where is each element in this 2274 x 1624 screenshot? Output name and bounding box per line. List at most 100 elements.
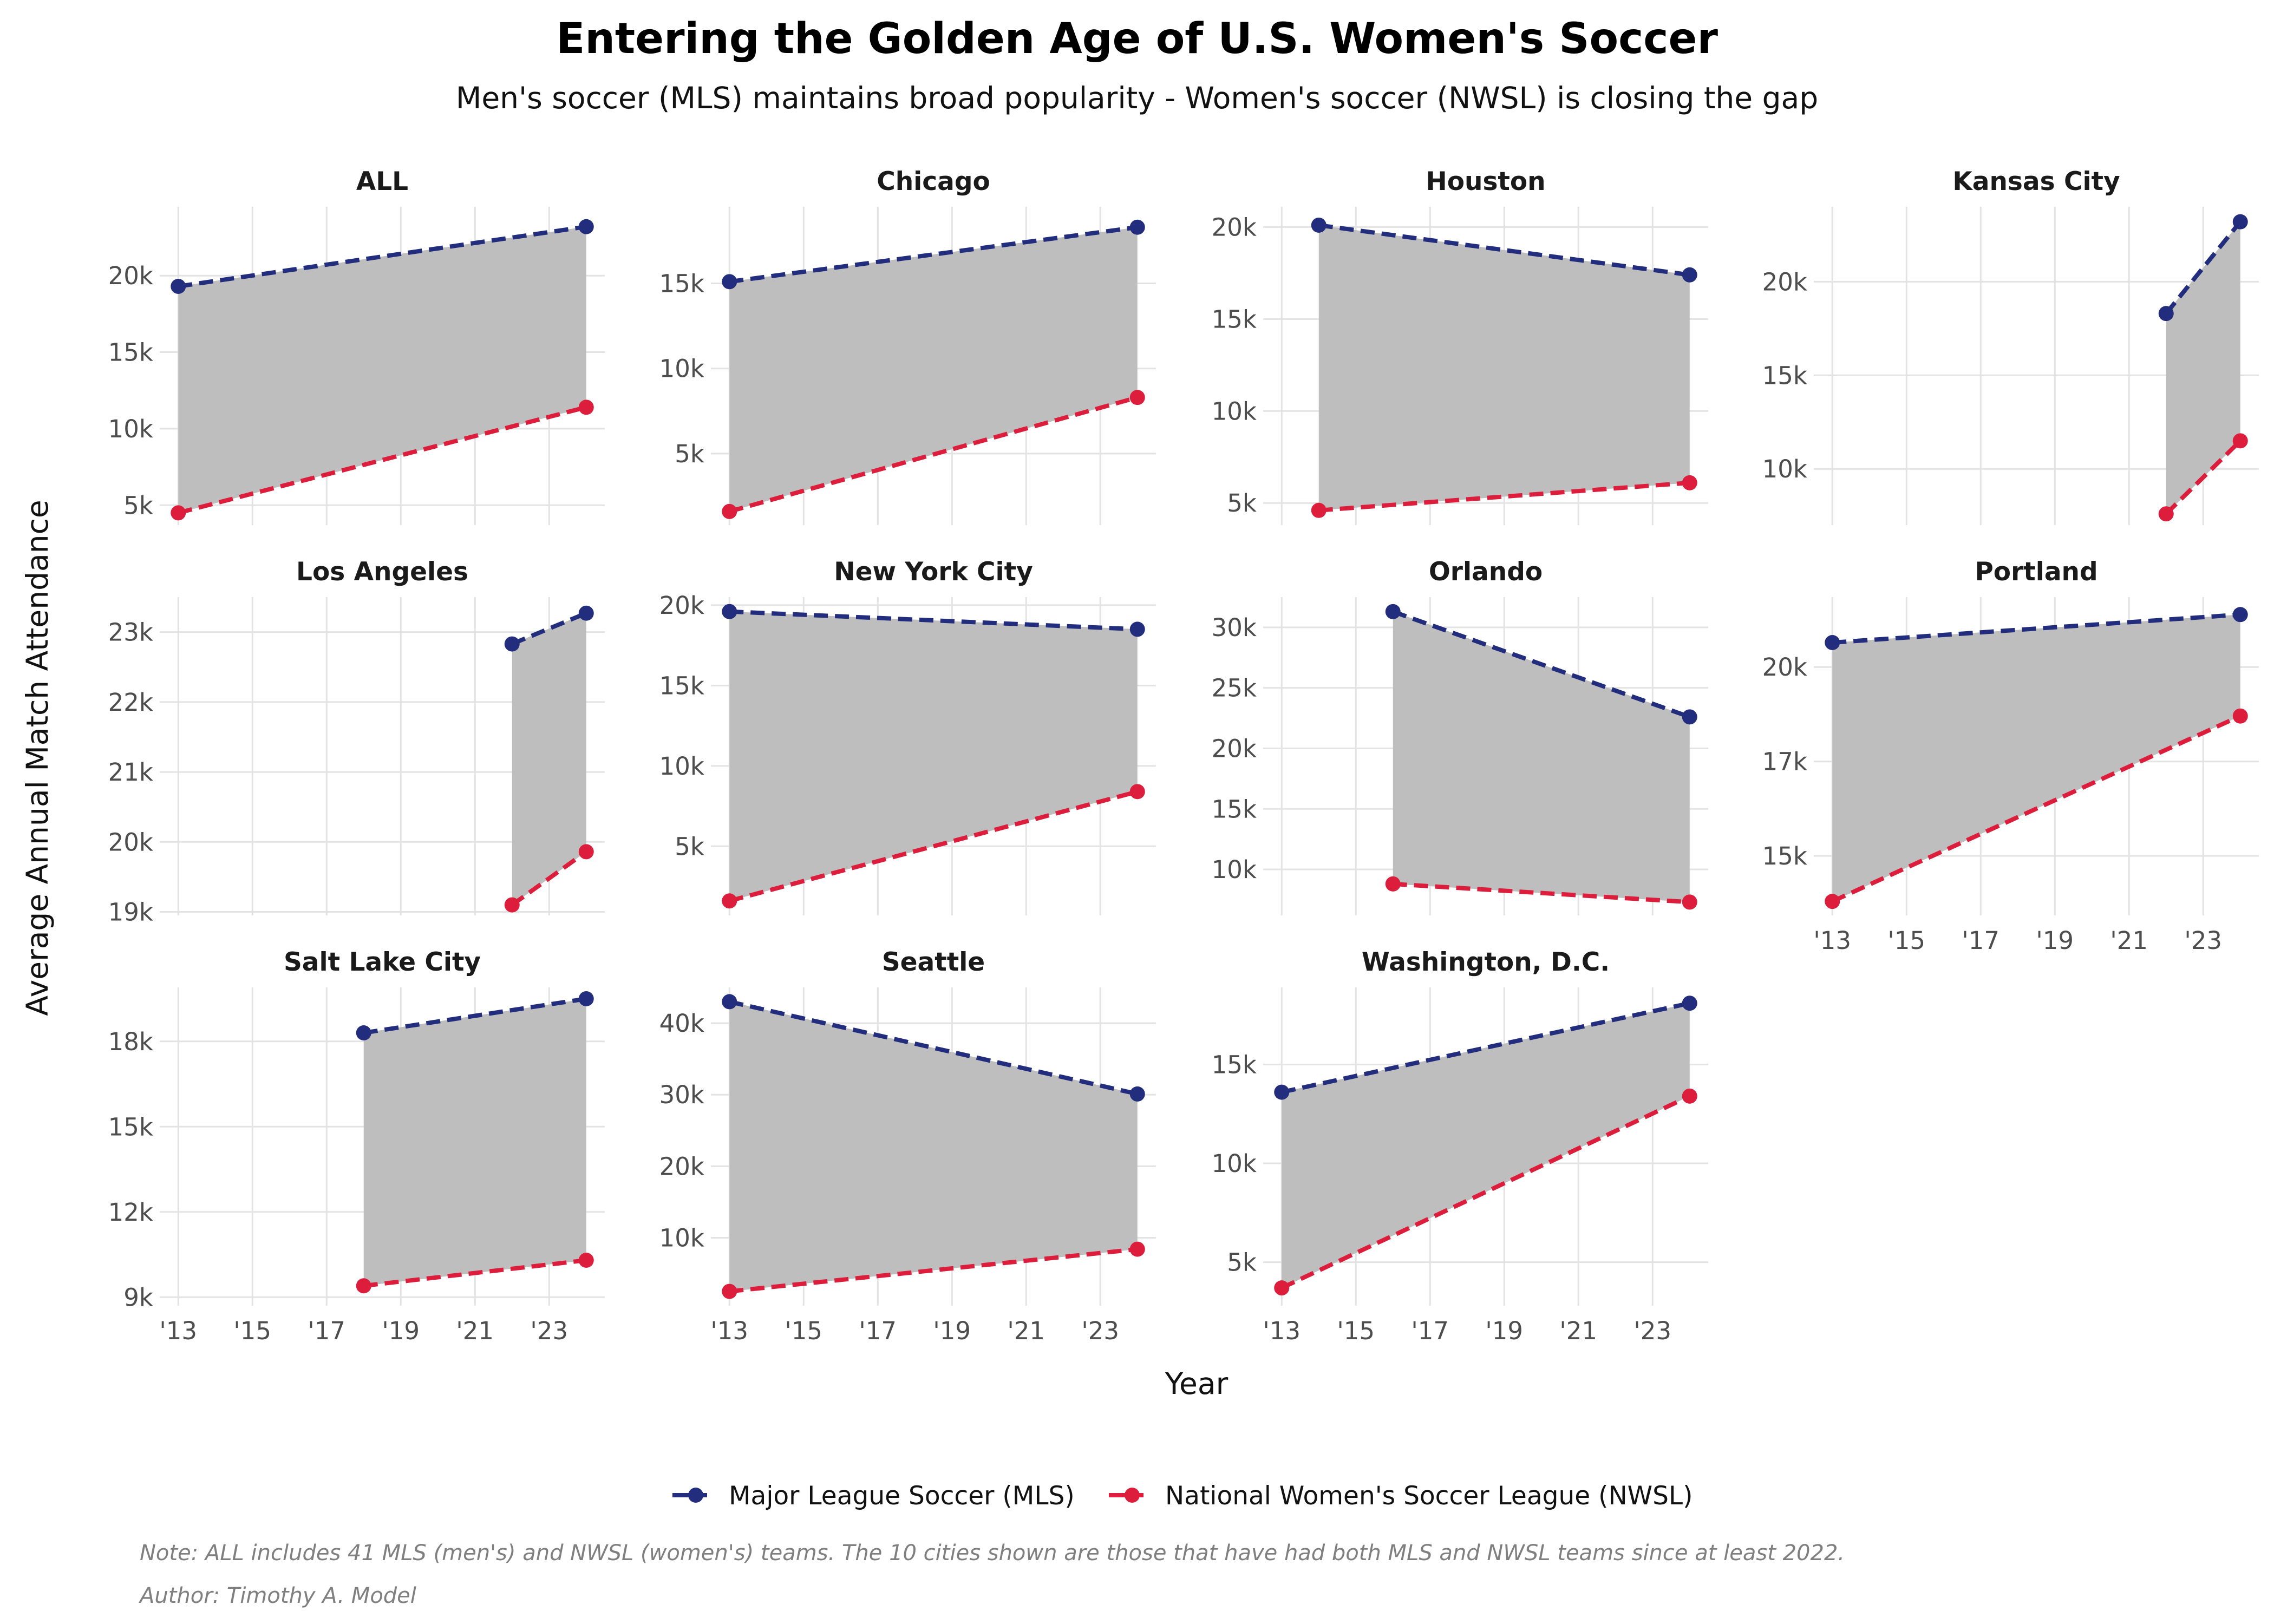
mls-point-kansas-city <box>2158 306 2174 322</box>
gap-area-new-york-city <box>729 611 1138 901</box>
nwsl-line-chicago <box>729 395 1138 514</box>
mls-point-washington-d-c <box>1274 1084 1290 1100</box>
x-tick-label: '19 <box>933 1317 971 1345</box>
y-tick-label: 17k <box>1762 748 1807 776</box>
y-tick-label: 9k <box>123 1283 153 1312</box>
gap-area-salt-lake-city <box>363 999 586 1286</box>
nwsl-point-orlando <box>1682 894 1697 910</box>
x-tick-label: '21 <box>456 1317 494 1345</box>
y-tick-label: 15k <box>1762 361 1807 390</box>
nwsl-point-washington-d-c <box>1274 1280 1290 1296</box>
nwsl-line-all <box>178 405 587 515</box>
y-tick-label: 25k <box>1212 674 1257 703</box>
facet-title-orlando: Orlando <box>1429 557 1543 587</box>
y-tick-label: 20k <box>108 828 153 856</box>
nwsl-point-kansas-city <box>2158 506 2174 522</box>
nwsl-line-orlando <box>1393 881 1690 905</box>
y-tick-label: 23k <box>108 618 153 647</box>
mls-point-salt-lake-city <box>578 991 594 1006</box>
y-axis-title: Average Annual Match Attendance <box>20 500 55 1016</box>
mls-line-washington-d-c <box>1281 1001 1690 1095</box>
y-tick-label: 15k <box>108 1112 153 1141</box>
mls-line-salt-lake-city <box>363 997 587 1035</box>
nwsl-point-salt-lake-city <box>356 1278 371 1294</box>
y-tick-label: 15k <box>108 338 153 367</box>
gap-area-seattle <box>729 1001 1138 1292</box>
nwsl-point-houston <box>1682 475 1697 490</box>
panel-kansas-city: Kansas City 10k 15k 20k <box>1762 167 2259 525</box>
mls-point-all <box>578 219 594 234</box>
nwsl-point-washington-d-c <box>1682 1088 1697 1104</box>
y-tick-label: 15k <box>659 269 704 298</box>
x-tick-label: '23 <box>2184 926 2222 955</box>
legend-point-key <box>688 1488 703 1503</box>
mls-line-chicago <box>729 225 1138 284</box>
mls-point-washington-d-c <box>1682 996 1697 1011</box>
gap-area-portland <box>1832 614 2240 902</box>
nwsl-line-kansas-city <box>2164 439 2242 516</box>
nwsl-point-los-angeles <box>578 844 594 860</box>
x-tick-label: '15 <box>785 1317 822 1345</box>
x-tick-label: '13 <box>710 1317 748 1345</box>
y-tick-label: 12k <box>108 1198 153 1227</box>
mls-point-los-angeles <box>504 636 520 652</box>
y-tick-label: 5k <box>1227 1248 1257 1277</box>
nwsl-line-salt-lake-city <box>363 1258 587 1288</box>
legend-label: National Women's Soccer League (NWSL) <box>1165 1481 1693 1511</box>
mls-line-seattle <box>729 999 1138 1096</box>
nwsl-line-washington-d-c <box>1280 1094 1691 1290</box>
y-tick-label: 21k <box>108 758 153 787</box>
x-tick-label: '17 <box>308 1317 345 1345</box>
mls-point-seattle <box>722 994 737 1010</box>
y-tick-label: 20k <box>1762 653 1807 682</box>
panel-washington-d-c: Washington, D.C. 5k 10k 15k '13 '15 '17 '19 '21 '… <box>1212 947 1708 1345</box>
x-tick-label: '17 <box>859 1317 897 1345</box>
y-tick-label: 15k <box>1212 795 1257 823</box>
y-tick-label: 5k <box>1227 489 1257 518</box>
x-tick-label: '19 <box>1485 1317 1523 1345</box>
x-tick-label: '13 <box>1813 926 1851 955</box>
x-tick-label: '23 <box>1633 1317 1671 1345</box>
x-tick-label: '21 <box>1007 1317 1045 1345</box>
facet-panels: ALL 5k 10k 15k 20k Chicago 5k 10k 15k Houston 5k 10… <box>108 167 2259 1345</box>
panel-salt-lake-city: Salt Lake City 9k 12k 15k 18k '13 '15 '17 '19 '21… <box>108 947 605 1345</box>
mls-point-all <box>171 279 186 294</box>
mls-point-new-york-city <box>722 604 737 619</box>
y-tick-label: 30k <box>659 1081 704 1109</box>
nwsl-line-seattle <box>729 1247 1138 1294</box>
chart-author: Author: Timothy A. Model <box>138 1583 416 1608</box>
gap-area-los-angeles <box>512 613 586 905</box>
panel-new-york-city: New York City 5k 10k 15k 20k <box>659 557 1156 915</box>
panel-houston: Houston 5k 10k 15k 20k <box>1212 167 1708 525</box>
panel-portland: Portland 15k 17k 20k '13 '15 '17 '19 '21 '23 <box>1762 557 2259 955</box>
nwsl-point-portland <box>2232 708 2248 724</box>
mls-point-new-york-city <box>1129 621 1145 637</box>
x-tick-label: '17 <box>1411 1317 1449 1345</box>
y-tick-label: 20k <box>108 261 153 290</box>
facet-title-new-york-city: New York City <box>834 557 1033 587</box>
y-tick-label: 19k <box>108 898 153 927</box>
nwsl-point-houston <box>1311 502 1327 518</box>
y-tick-label: 10k <box>1762 455 1807 483</box>
y-tick-label: 10k <box>1212 855 1257 884</box>
y-tick-label: 10k <box>1212 1149 1257 1178</box>
y-tick-label: 10k <box>659 355 704 383</box>
y-tick-label: 15k <box>1212 1050 1257 1079</box>
x-axis-title: Year <box>1165 1366 1229 1401</box>
nwsl-point-kansas-city <box>2232 433 2248 449</box>
nwsl-point-all <box>578 400 594 415</box>
y-tick-label: 20k <box>659 1152 704 1181</box>
nwsl-line-portland <box>1831 714 2242 903</box>
y-tick-label: 20k <box>659 591 704 620</box>
y-tick-label: 20k <box>1212 734 1257 763</box>
facet-title-all: ALL <box>356 167 408 197</box>
nwsl-line-los-angeles <box>511 850 588 907</box>
nwsl-point-chicago <box>722 503 737 519</box>
nwsl-point-chicago <box>1129 390 1145 405</box>
gap-area-washington-d-c <box>1282 1003 1690 1288</box>
mls-line-all <box>178 224 587 289</box>
y-tick-label: 20k <box>1212 213 1257 241</box>
panel-seattle: Seattle 10k 20k 30k 40k '13 '15 '17 '19 '21 '23 <box>659 947 1156 1345</box>
mls-point-houston <box>1311 217 1327 233</box>
